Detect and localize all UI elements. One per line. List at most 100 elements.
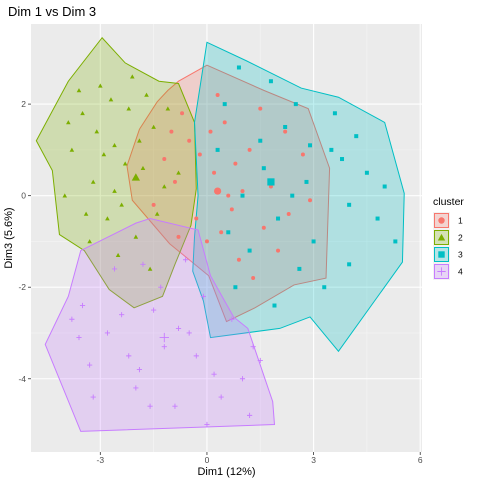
point-cluster-2 (137, 138, 142, 143)
point-cluster-2 (76, 88, 82, 93)
point-cluster-4 (239, 376, 246, 382)
point-cluster-4 (133, 385, 139, 391)
point-cluster-2 (165, 106, 171, 111)
point-cluster-1 (172, 179, 177, 184)
point-cluster-1 (261, 225, 266, 230)
point-cluster-2 (83, 211, 89, 216)
point-cluster-4 (200, 293, 206, 299)
point-cluster-4 (211, 371, 217, 377)
legend-key-symbol (438, 251, 445, 258)
legend-label: 3 (458, 250, 463, 260)
point-cluster-3 (276, 216, 281, 221)
point-cluster-3 (247, 248, 252, 253)
point-cluster-4 (111, 266, 118, 272)
point-cluster-4 (151, 307, 157, 313)
centroid-cluster-4 (159, 332, 169, 343)
point-cluster-1 (226, 193, 231, 198)
x-tick-label: -3 (97, 455, 105, 465)
legend-label: 1 (458, 216, 463, 226)
cluster-centroids (131, 173, 275, 343)
point-cluster-3 (215, 147, 220, 152)
point-cluster-2 (154, 211, 160, 216)
point-cluster-3 (297, 266, 302, 271)
point-cluster-4 (136, 367, 143, 373)
point-cluster-3 (347, 262, 352, 267)
point-cluster-1 (258, 106, 263, 111)
point-cluster-2 (133, 234, 139, 239)
point-cluster-2 (94, 129, 100, 134)
point-cluster-2 (66, 120, 71, 125)
point-cluster-4 (183, 257, 189, 263)
point-cluster-2 (98, 83, 103, 88)
point-cluster-3 (236, 65, 241, 70)
hull-cluster-3 (192, 41, 405, 353)
point-cluster-2 (122, 161, 128, 166)
point-cluster-2 (112, 188, 117, 193)
point-cluster-1 (151, 202, 156, 207)
point-cluster-3 (222, 102, 227, 107)
point-cluster-4 (79, 302, 86, 309)
point-cluster-3 (354, 134, 359, 139)
axes: -3 0 3 6 -4 -2 0 2 (18, 99, 422, 465)
x-tick-label: 3 (311, 455, 316, 465)
point-cluster-1 (283, 129, 288, 134)
centroid-cluster-2 (131, 173, 140, 181)
point-cluster-1 (219, 230, 224, 235)
legend: cluster 1 2 3 4 (433, 196, 464, 280)
point-cluster-1 (169, 129, 174, 134)
point-cluster-2 (119, 202, 124, 207)
point-cluster-2 (80, 110, 85, 116)
point-cluster-3 (329, 147, 334, 152)
hull-cluster-4 (44, 218, 276, 432)
point-cluster-4 (204, 421, 210, 428)
point-cluster-4 (186, 330, 192, 336)
point-cluster-1 (308, 198, 313, 203)
point-cluster-1 (233, 161, 238, 166)
point-cluster-1 (247, 147, 252, 152)
point-cluster-1 (286, 211, 291, 216)
point-cluster-4 (119, 312, 125, 318)
point-cluster-2 (147, 266, 153, 271)
point-cluster-4 (87, 362, 93, 368)
hull-cluster-1 (126, 64, 331, 323)
point-cluster-4 (218, 394, 224, 400)
point-cluster-1 (180, 111, 185, 116)
point-cluster-1 (251, 276, 256, 281)
x-tick-label: 0 (205, 455, 210, 465)
point-cluster-3 (322, 285, 327, 290)
point-cluster-2 (161, 184, 167, 189)
point-cluster-3 (283, 124, 288, 129)
point-cluster-1 (236, 257, 241, 262)
point-cluster-4 (161, 344, 167, 350)
point-cluster-2 (115, 252, 121, 258)
point-cluster-4 (69, 316, 75, 322)
point-cluster-1 (197, 152, 202, 157)
point-cluster-2 (69, 147, 75, 152)
point-cluster-4 (158, 284, 164, 290)
cluster-hulls (35, 36, 405, 432)
point-cluster-4 (126, 353, 132, 359)
point-cluster-3 (332, 111, 337, 116)
point-cluster-2 (90, 179, 96, 184)
point-cluster-2 (105, 216, 110, 221)
legend-label: 2 (458, 233, 463, 243)
y-axis-title: Dim3 (5.6%) (3, 207, 15, 268)
point-cluster-4 (147, 403, 153, 409)
point-cluster-4 (257, 357, 263, 364)
point-cluster-3 (364, 170, 369, 175)
point-cluster-3 (268, 79, 273, 84)
x-tick-label: 6 (418, 455, 423, 465)
hull-cluster-2 (35, 36, 197, 309)
point-cluster-2 (130, 74, 135, 79)
centroid-cluster-3 (267, 178, 275, 186)
point-cluster-2 (101, 152, 107, 157)
point-cluster-3 (382, 184, 387, 189)
point-cluster-4 (229, 316, 235, 322)
legend-key-symbol (437, 233, 446, 241)
point-cluster-1 (212, 170, 217, 175)
point-cluster-1 (208, 129, 213, 134)
point-cluster-1 (215, 92, 220, 97)
point-cluster-1 (176, 234, 181, 239)
point-cluster-1 (204, 239, 209, 244)
